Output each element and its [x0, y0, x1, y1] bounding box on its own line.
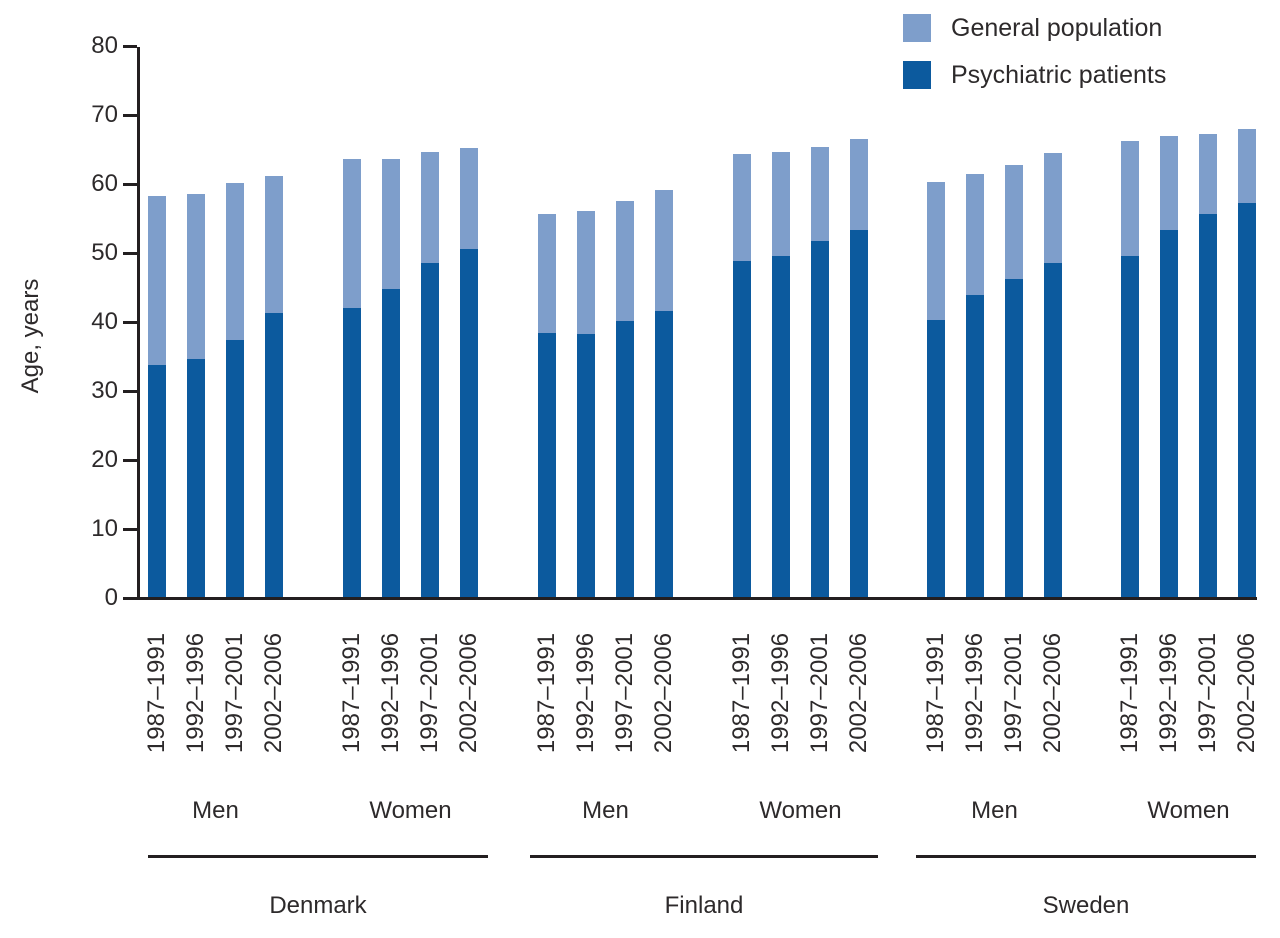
y-axis-tick-label: 40: [91, 308, 118, 335]
y-axis-tick-label: 50: [91, 239, 118, 266]
y-axis-tick: [123, 113, 137, 117]
bar-psychiatric-patients: [811, 240, 829, 598]
x-axis-tick-label: 2002–2006: [455, 632, 482, 754]
sex-group-label: Women: [759, 797, 842, 824]
bar-psychiatric-patients: [382, 288, 400, 598]
bar-psychiatric-patients: [460, 248, 478, 598]
x-axis-tick-label: 1997–2001: [221, 632, 248, 754]
x-axis-tick-label: 2002–2006: [1233, 632, 1260, 754]
x-axis-tick-label: 2002–2006: [650, 632, 677, 754]
x-axis-tick-label: 1992–1996: [1155, 632, 1182, 754]
x-axis-tick-label: 1992–1996: [572, 632, 599, 754]
x-axis-tick-label: 1987–1991: [533, 632, 560, 754]
legend-item-general-population: General population: [903, 14, 1166, 42]
bar-psychiatric-patients: [226, 339, 244, 598]
bar-psychiatric-patients: [148, 365, 166, 598]
y-axis-tick-label: 10: [91, 515, 118, 542]
bar-psychiatric-patients: [1238, 203, 1256, 598]
y-axis-tick: [123, 596, 137, 600]
country-divider-line: [916, 855, 1256, 858]
country-label: Denmark: [269, 892, 367, 919]
bar-psychiatric-patients: [538, 333, 556, 598]
country-divider-line: [148, 855, 488, 858]
y-axis-tick: [123, 527, 137, 531]
x-axis-tick-label: 1987–1991: [922, 632, 949, 754]
y-axis-tick: [123, 320, 137, 324]
x-axis-line: [137, 597, 1257, 600]
x-axis-tick-label: 1997–2001: [1194, 632, 1221, 754]
bar-psychiatric-patients: [1199, 213, 1217, 598]
x-axis-tick-label: 1992–1996: [182, 632, 209, 754]
y-axis-tick-label: 30: [91, 377, 118, 404]
bar-psychiatric-patients: [733, 260, 751, 598]
x-axis-tick-label: 1987–1991: [338, 632, 365, 754]
bar-psychiatric-patients: [1044, 262, 1062, 598]
x-axis-tick-label: 1997–2001: [1000, 632, 1027, 754]
bar-psychiatric-patients: [187, 359, 205, 598]
y-axis-tick: [123, 251, 137, 255]
country-label: Finland: [664, 892, 744, 919]
bar-psychiatric-patients: [1005, 278, 1023, 598]
legend: General population Psychiatric patients: [903, 14, 1166, 108]
legend-swatch-general-population-icon: [903, 14, 931, 42]
bar-psychiatric-patients: [772, 255, 790, 598]
bar-psychiatric-patients: [927, 319, 945, 598]
y-axis-tick-label: 60: [91, 170, 118, 197]
y-axis-tick: [123, 182, 137, 186]
country-label: Sweden: [1042, 892, 1130, 919]
legend-swatch-psychiatric-patients-icon: [903, 61, 931, 89]
sex-group-label: Men: [582, 797, 629, 824]
bar-psychiatric-patients: [966, 295, 984, 598]
sex-group-label: Men: [192, 797, 239, 824]
legend-item-psychiatric-patients: Psychiatric patients: [903, 61, 1166, 89]
sex-group-label: Women: [1147, 797, 1230, 824]
bar-psychiatric-patients: [265, 313, 283, 598]
x-axis-tick-label: 2002–2006: [845, 632, 872, 754]
x-axis-tick-label: 2002–2006: [1039, 632, 1066, 754]
bar-psychiatric-patients: [655, 310, 673, 598]
legend-label-general-population: General population: [951, 13, 1163, 42]
y-axis-tick-label: 20: [91, 446, 118, 473]
y-axis-tick: [123, 458, 137, 462]
y-axis-tick-label: 80: [91, 32, 118, 59]
x-axis-tick-label: 1992–1996: [767, 632, 794, 754]
x-axis-tick-label: 1987–1991: [728, 632, 755, 754]
bar-psychiatric-patients: [1160, 229, 1178, 598]
y-axis-line: [137, 47, 140, 600]
y-axis-tick-label: 0: [104, 584, 118, 611]
x-axis-tick-label: 1992–1996: [377, 632, 404, 754]
country-divider-line: [530, 855, 878, 858]
y-axis-tick: [123, 389, 137, 393]
legend-label-psychiatric-patients: Psychiatric patients: [951, 60, 1167, 89]
x-axis-tick-label: 1997–2001: [416, 632, 443, 754]
bar-psychiatric-patients: [1121, 255, 1139, 598]
bar-psychiatric-patients: [421, 263, 439, 598]
bar-psychiatric-patients: [616, 320, 634, 598]
x-axis-tick-label: 1992–1996: [961, 632, 988, 754]
bar-psychiatric-patients: [577, 333, 595, 598]
y-axis-tick-label: 70: [91, 101, 118, 128]
sex-group-label: Men: [971, 797, 1018, 824]
x-axis-tick-label: 1987–1991: [1116, 632, 1143, 754]
bar-psychiatric-patients: [343, 308, 361, 598]
x-axis-tick-label: 1997–2001: [806, 632, 833, 754]
x-axis-tick-label: 1997–2001: [611, 632, 638, 754]
x-axis-tick-label: 1987–1991: [143, 632, 170, 754]
bar-psychiatric-patients: [850, 230, 868, 598]
sex-group-label: Women: [369, 797, 452, 824]
y-axis-tick: [123, 44, 137, 48]
x-axis-tick-label: 2002–2006: [260, 632, 287, 754]
